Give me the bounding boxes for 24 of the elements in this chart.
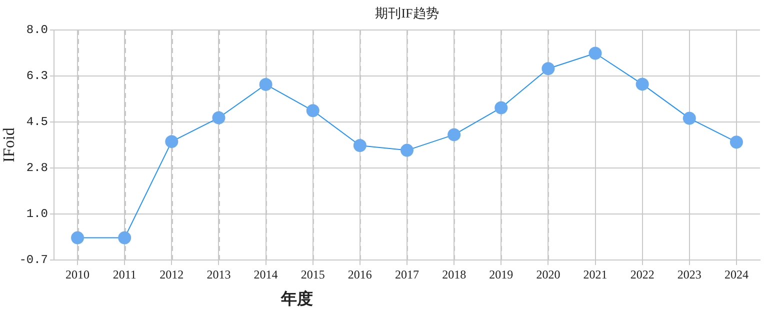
x-tick-label: 2017: [395, 267, 419, 282]
x-tick-label: 2024: [724, 267, 748, 282]
x-tick-label: 2012: [160, 267, 184, 282]
y-tick-label: 1.0: [26, 207, 48, 222]
x-tick-label: 2023: [677, 267, 702, 282]
x-tick-label: 2010: [66, 267, 90, 282]
y-tick-label: -0.7: [19, 253, 48, 268]
x-tick-label: 2015: [300, 267, 325, 282]
x-tick-label: 2021: [583, 267, 608, 282]
y-tick-label: 2.8: [26, 161, 48, 176]
y-tick-label: 8.0: [26, 23, 48, 38]
x-tick-label: 2013: [206, 267, 231, 282]
y-tick-label: 4.5: [26, 115, 48, 130]
x-tick-label: 2016: [348, 267, 372, 282]
y-axis-title: IFoid: [0, 128, 18, 162]
x-tick-label: 2020: [536, 267, 560, 282]
x-tick-label: 2014: [254, 267, 278, 282]
x-tick-label: 2022: [630, 267, 654, 282]
x-tick-label: 2018: [442, 267, 466, 282]
chart-title: 期刊IF趋势: [375, 5, 439, 20]
x-tick-label: 2011: [112, 267, 136, 282]
x-axis-title: 年度: [280, 289, 313, 308]
x-tick-label: 2019: [489, 267, 514, 282]
y-tick-label: 6.3: [26, 69, 48, 84]
